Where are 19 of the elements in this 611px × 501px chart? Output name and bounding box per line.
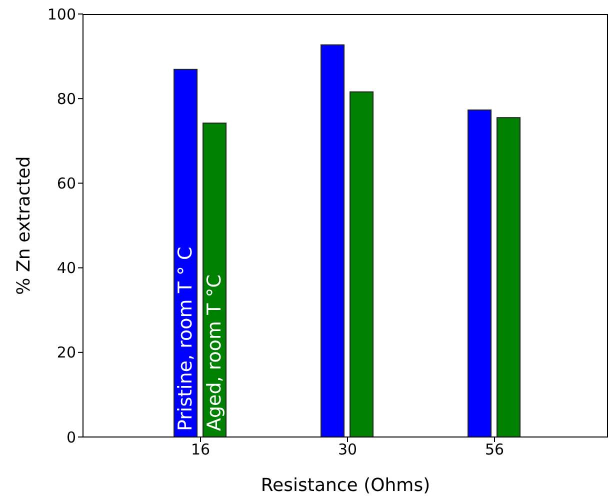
- bar: [468, 110, 492, 437]
- y-axis-title: % Zn extracted: [13, 156, 34, 295]
- x-tick-label: 16: [190, 440, 210, 459]
- bar: [350, 91, 374, 437]
- bar: [202, 122, 227, 437]
- bar: [496, 117, 521, 437]
- y-tick-label: 60: [56, 174, 76, 193]
- x-tick-label: 30: [338, 440, 358, 459]
- series-label: Pristine, room T ° C: [174, 246, 197, 431]
- y-tick-label: 20: [56, 344, 76, 362]
- bar: [174, 68, 198, 437]
- bar: [320, 44, 345, 437]
- y-tick-label: 80: [56, 90, 76, 108]
- y-tick-label: 100: [47, 5, 76, 24]
- y-tick-label: 0: [66, 428, 76, 446]
- y-tick-label: 40: [56, 259, 76, 278]
- series-label: Aged, room T °C: [204, 274, 226, 431]
- x-axis-title: Resistance (Ohms): [260, 475, 430, 496]
- x-tick-label: 56: [484, 440, 504, 459]
